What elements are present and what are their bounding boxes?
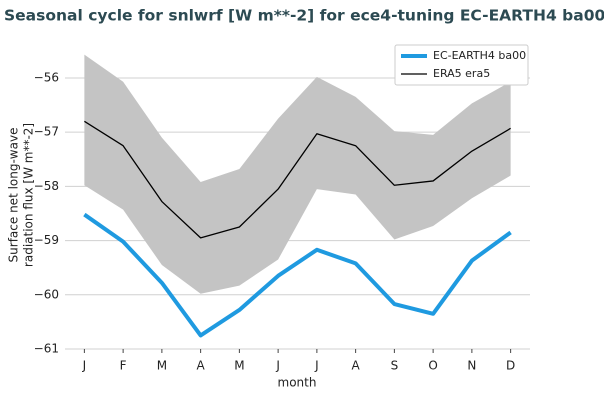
- x-axis-label: month: [278, 376, 317, 390]
- x-tick-label: M: [234, 359, 244, 373]
- legend-label: ERA5 era5: [433, 67, 490, 80]
- x-tick-label: J: [314, 359, 319, 373]
- x-tick-label: J: [275, 359, 280, 373]
- x-tick-label: A: [352, 359, 361, 373]
- x-tick-label: N: [467, 359, 476, 373]
- chart-title: Seasonal cycle for snlwrf [W m**-2] for …: [4, 7, 604, 25]
- x-tick-label: F: [120, 359, 127, 373]
- y-tick-label: −58: [34, 179, 59, 193]
- x-tick-label: A: [197, 359, 206, 373]
- x-tick-label: O: [428, 359, 437, 373]
- y-tick-label: −56: [34, 70, 59, 84]
- x-tick-label: M: [157, 359, 167, 373]
- y-axis-label: radiation flux [W m**-2]: [22, 123, 36, 267]
- y-tick-label: −61: [34, 342, 59, 356]
- y-tick-label: −59: [34, 233, 59, 247]
- range-band: [84, 54, 511, 294]
- y-tick-label: −60: [34, 287, 59, 301]
- x-tick-label: J: [82, 359, 87, 373]
- x-tick-label: D: [506, 359, 515, 373]
- y-axis-label: Surface net long-wave: [7, 128, 21, 263]
- series-line: [84, 120, 511, 239]
- legend-label: EC-EARTH4 ba00: [433, 49, 526, 62]
- x-tick-label: S: [391, 359, 399, 373]
- legend-box: [394, 44, 529, 86]
- series-line: [83, 212, 512, 338]
- y-tick-label: −57: [34, 125, 59, 139]
